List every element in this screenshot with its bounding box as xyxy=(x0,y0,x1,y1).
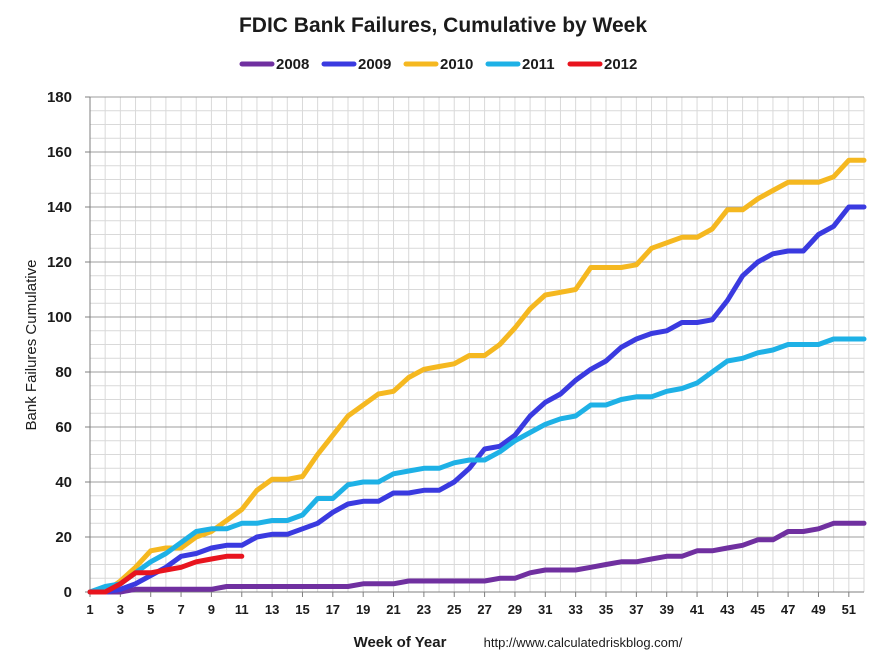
x-tick-label: 41 xyxy=(690,602,704,617)
x-tick-label: 19 xyxy=(356,602,370,617)
source-url: http://www.calculatedriskblog.com/ xyxy=(484,635,683,650)
series-line-2011 xyxy=(87,336,867,595)
x-tick-label: 45 xyxy=(751,602,765,617)
x-tick-label: 33 xyxy=(568,602,582,617)
x-tick-label: 35 xyxy=(599,602,613,617)
x-tick-label: 29 xyxy=(508,602,522,617)
x-tick-label: 11 xyxy=(235,602,249,617)
y-tick-label: 20 xyxy=(55,529,72,546)
x-tick-label: 3 xyxy=(117,602,124,617)
y-tick-label: 140 xyxy=(47,199,72,216)
series-lines xyxy=(87,157,867,595)
legend-label-2010: 2010 xyxy=(440,56,473,73)
x-axis-label: Week of Year xyxy=(354,634,447,651)
chart-title: FDIC Bank Failures, Cumulative by Week xyxy=(239,14,647,37)
x-tick-label: 49 xyxy=(811,602,825,617)
y-tick-label: 60 xyxy=(55,419,72,436)
series-line-2010 xyxy=(87,157,867,595)
y-axis-ticks: 0 20 40 60 80 100 120 140 160 180 xyxy=(47,89,90,601)
y-axis-label: Bank Failures Cumulative xyxy=(23,260,40,431)
y-tick-label: 0 xyxy=(64,584,72,601)
x-tick-label: 23 xyxy=(417,602,431,617)
x-tick-label: 27 xyxy=(477,602,491,617)
series-line-2008 xyxy=(87,520,867,595)
x-tick-label: 43 xyxy=(720,602,734,617)
x-tick-label: 51 xyxy=(842,602,856,617)
legend-label-2008: 2008 xyxy=(276,56,309,73)
x-tick-label: 31 xyxy=(538,602,552,617)
x-tick-label: 37 xyxy=(629,602,643,617)
x-axis-ticks: 1 3 5 7 9 11 13 15 17 19 21 23 25 27 29 31 33 35 37 39 41 43 4… xyxy=(86,592,856,617)
x-tick-label: 25 xyxy=(447,602,461,617)
y-tick-label: 180 xyxy=(47,89,72,106)
series-line-2012 xyxy=(87,553,245,595)
x-tick-label: 1 xyxy=(86,602,93,617)
x-tick-label: 9 xyxy=(208,602,215,617)
x-tick-label: 17 xyxy=(326,602,340,617)
x-tick-label: 47 xyxy=(781,602,795,617)
x-tick-label: 39 xyxy=(659,602,673,617)
x-tick-label: 5 xyxy=(147,602,154,617)
legend-label-2011: 2011 xyxy=(522,56,555,73)
y-tick-label: 40 xyxy=(55,474,72,491)
y-tick-label: 120 xyxy=(47,254,72,271)
y-tick-label: 80 xyxy=(55,364,72,381)
y-tick-label: 100 xyxy=(47,309,72,326)
x-tick-label: 15 xyxy=(295,602,309,617)
legend: 2008 2009 2010 2011 2012 xyxy=(239,56,637,73)
x-tick-label: 21 xyxy=(386,602,400,617)
legend-label-2012: 2012 xyxy=(604,56,637,73)
x-tick-label: 7 xyxy=(177,602,184,617)
legend-label-2009: 2009 xyxy=(358,56,391,73)
x-tick-label: 13 xyxy=(265,602,279,617)
y-tick-label: 160 xyxy=(47,144,72,161)
